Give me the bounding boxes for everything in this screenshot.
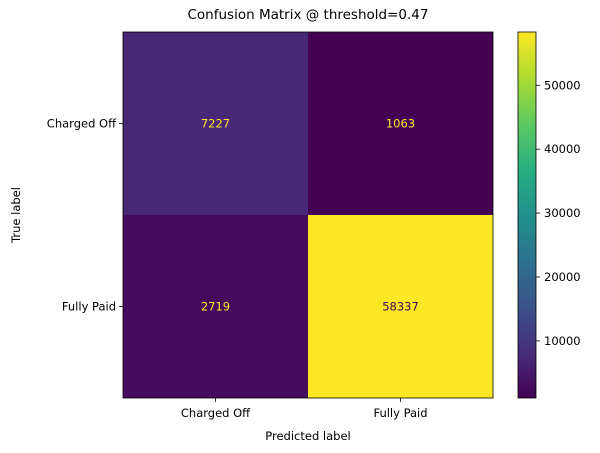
matrix-cell	[123, 215, 308, 398]
cell-value-label: 58337	[382, 300, 419, 314]
colorbar: 10000 20000 30000 40000 50000	[517, 31, 581, 399]
colorbar-ticks: 10000 20000 30000 40000 50000	[536, 78, 581, 348]
colorbar-gradient	[517, 31, 537, 399]
colorbar-tick-label: 40000	[544, 142, 581, 156]
y-axis-label: True label	[9, 187, 23, 244]
x-tick-label: Fully Paid	[373, 406, 427, 420]
chart-title: Confusion Matrix @ threshold=0.47	[188, 7, 429, 23]
x-axis-label: Predicted label	[265, 429, 350, 443]
colorbar-tick-label: 20000	[544, 270, 581, 284]
matrix-cell	[123, 32, 308, 215]
cell-value-label: 7227	[201, 117, 230, 131]
matrix-frame	[122, 31, 494, 399]
matrix-cell	[308, 32, 493, 215]
x-axis-ticks: Charged Off Fully Paid	[181, 398, 428, 420]
cell-value-label: 1063	[386, 117, 415, 131]
x-tick-label: Charged Off	[181, 406, 251, 420]
cell-value-label: 2719	[201, 300, 230, 314]
matrix-cells: 7227 1063 2719 58337	[123, 32, 493, 398]
y-tick-label: Charged Off	[47, 117, 117, 131]
colorbar-tick-label: 30000	[544, 206, 581, 220]
y-tick-label: Fully Paid	[62, 300, 116, 314]
colorbar-tick-label: 50000	[544, 78, 581, 92]
matrix-cell	[308, 215, 493, 398]
colorbar-tick-label: 10000	[544, 334, 581, 348]
y-axis-ticks: Charged Off Fully Paid	[47, 117, 123, 314]
